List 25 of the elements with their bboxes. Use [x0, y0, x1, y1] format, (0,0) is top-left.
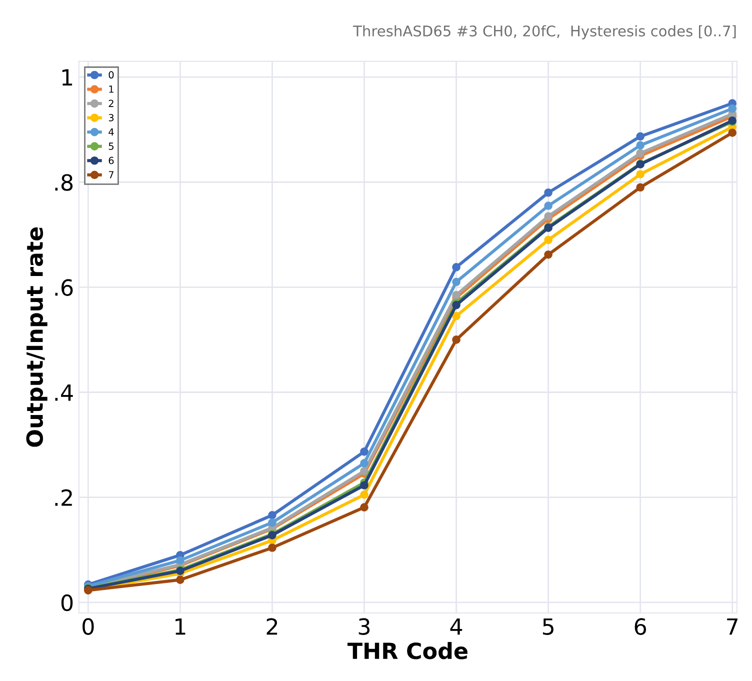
y-tick-label: 1: [62, 69, 72, 86]
x-tick-label: 4: [450, 618, 462, 635]
legend-label: 0: [108, 71, 114, 79]
y-tick-label: .8: [55, 174, 73, 191]
x-tick-label: 0: [82, 618, 94, 635]
legend-label: 5: [108, 142, 114, 150]
y-tick-label: .2: [55, 489, 72, 506]
y-tick-label: 0: [61, 594, 73, 612]
y-axis-title: Output/Input rate: [26, 227, 48, 447]
legend-label: 2: [108, 100, 114, 107]
x-tick-label: 3: [358, 618, 370, 635]
x-tick-label: 6: [634, 618, 646, 635]
x-tick-label: 7: [727, 618, 738, 635]
legend-label: 7: [108, 171, 114, 178]
x-tick-label: 2: [266, 618, 278, 635]
x-tick-label: 5: [542, 618, 554, 635]
legend-label: 4: [108, 128, 114, 136]
chart-title: ThreshASD65 #3 CH0, 20fC, Hysteresis codes [0..7]: [353, 25, 736, 40]
legend-label: 3: [108, 114, 114, 122]
legend-label: 6: [108, 156, 114, 164]
x-tick-label: 1: [176, 618, 186, 635]
y-tick-label: .4: [55, 384, 73, 401]
legend-label: 1: [109, 86, 114, 93]
y-tick-label: .6: [55, 279, 73, 296]
x-axis-title: THR Code: [347, 642, 468, 660]
